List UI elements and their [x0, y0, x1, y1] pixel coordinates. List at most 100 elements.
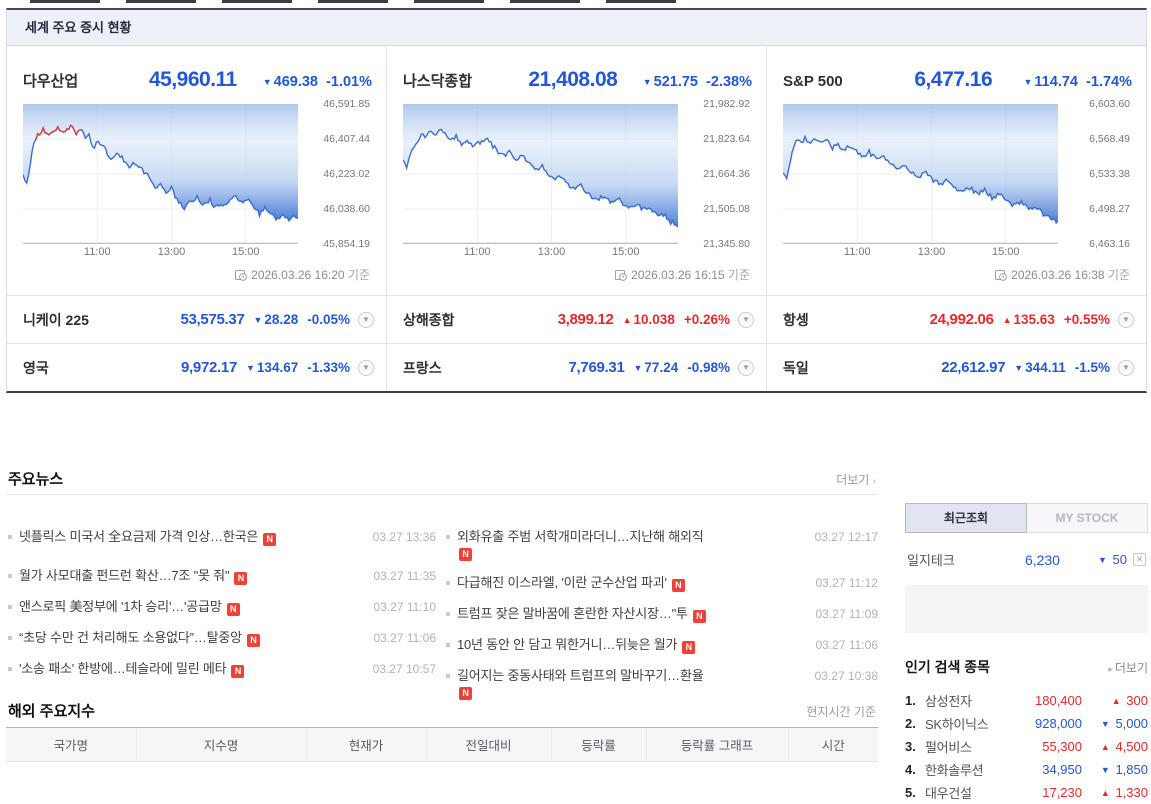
index-name: 영국: [23, 359, 49, 376]
news-column-right: 외화유출 주범 서학개미라더니…지난해 해외직 N 03.27 12:17 다급해…: [446, 528, 878, 713]
news-item[interactable]: '소송 패소' 한방에…테슬라에 밀린 메타 N 03.27 10:57: [8, 660, 436, 678]
index-panels: 다우산업 45,960.11 ▼ 469.38 -1.01% 11:00 13:00…: [7, 46, 1146, 295]
y-axis-tick-label: 6,603.60: [1089, 98, 1130, 110]
popular-stock-row: 2. SK하이닉스 928,000 ▼ 5,000: [905, 712, 1148, 735]
stock-price: 928,000: [1035, 716, 1082, 731]
news-item[interactable]: 외화유출 주범 서학개미라더니…지난해 해외직 N 03.27 12:17: [446, 528, 878, 561]
news-item-title: 다급해진 이스라엘, '이란 군수산업 파괴' N: [457, 574, 792, 592]
index-price: 9,972.17: [181, 359, 237, 376]
x-axis-tick-label: 15:00: [611, 246, 640, 258]
news-item-title: 10년 동안 안 담고 뭐한거니…뒤늦은 월가 N: [457, 636, 792, 654]
panel-nasdaq: 나스닥종합 21,408.08 ▼ 521.75 -2.38% 11:00 13:0…: [386, 46, 766, 295]
news-item-title: 넷플릭스 미국서 全요금제 가격 인상…한국은 N: [19, 528, 350, 546]
stock-change: ▼ 5,000: [1100, 716, 1148, 731]
stock-name-link[interactable]: 한화솔루션: [925, 763, 984, 778]
news-item[interactable]: 트럼프 잦은 말바꿈에 혼란한 자산시장…"투 N 03.27 11:09: [446, 605, 878, 623]
stock-change: ▲ 1,330: [1100, 785, 1148, 800]
news-item[interactable]: 넷플릭스 미국서 全요금제 가격 인상…한국은 N 03.27 13:36: [8, 528, 436, 546]
stock-change: ▲ 300: [1111, 693, 1148, 708]
index-change: ▼ 77.24: [633, 360, 679, 375]
chevron-down-icon[interactable]: ▼: [1118, 359, 1134, 376]
rank: 1.: [905, 693, 916, 708]
stock-name-link[interactable]: 삼성전자: [925, 694, 972, 709]
news-more-link[interactable]: 더보기 ›: [836, 473, 876, 487]
table-column-header: 전일대비: [425, 727, 551, 762]
table-column-header: 국가명: [6, 727, 136, 762]
index-name: 항셍: [783, 311, 809, 328]
new-badge-icon: N: [246, 634, 260, 647]
stock-name-link[interactable]: 펄어비스: [925, 740, 972, 755]
index-change-percent: -0.05%: [307, 312, 350, 327]
index-name: 다우산업: [23, 73, 79, 90]
index-price: 24,992.06: [929, 311, 994, 328]
chart-timestamp: 2026.03.26 16:15 기준: [403, 266, 752, 295]
news-item[interactable]: 앤스로픽 美정부에 '1차 승리'…'공급망 N 03.27 11:10: [8, 598, 436, 616]
world-markets-title: 세계 주요 증시 현황: [7, 10, 1146, 46]
chevron-down-icon[interactable]: ▼: [1118, 311, 1134, 328]
news-column-left: 넷플릭스 미국서 全요금제 가격 인상…한국은 N 03.27 13:36 월가 …: [8, 528, 436, 691]
up-arrow-icon: ▲: [1002, 315, 1012, 325]
index-row-cell: 영국 9,972.17 ▼ 134.67 -1.33% ▼: [7, 344, 386, 391]
new-badge-icon: N: [459, 687, 472, 700]
news-item-title: 앤스로픽 美정부에 '1차 승리'…'공급망 N: [19, 598, 350, 616]
chevron-down-icon[interactable]: ▼: [358, 311, 374, 328]
tab-recent-views[interactable]: 최근조회: [905, 503, 1027, 533]
news-item[interactable]: 월가 사모대출 펀드런 확산…7조 "못 줘" N 03.27 11:35: [8, 567, 436, 585]
down-arrow-icon: ▼: [642, 77, 652, 87]
world-markets-box: 세계 주요 증시 현황 다우산업 45,960.11 ▼ 469.38 -1.01…: [6, 8, 1147, 393]
y-axis-tick-label: 21,982.92: [703, 98, 750, 110]
new-badge-icon: N: [671, 579, 685, 592]
index-change: ▼ 28.28: [253, 312, 299, 327]
bullet-icon: [8, 535, 12, 539]
news-item-time: 03.27 11:35: [373, 569, 436, 583]
overseas-indices-table: 국가명 지수명 현재가 전일대비 등락률 등락률 그래프 시간: [6, 727, 878, 762]
index-chart: 11:00 13:00 15:00 21,982.92 21,823.64 21,664…: [403, 98, 752, 262]
stock-name-link[interactable]: 일지테크: [907, 553, 955, 568]
x-axis-tick-label: 11:00: [83, 246, 111, 258]
news-item-time: 03.27 11:12: [815, 576, 878, 590]
news-item[interactable]: 10년 동안 안 담고 뭐한거니…뒤늦은 월가 N 03.27 11:06: [446, 636, 878, 654]
news-item[interactable]: 길어지는 중동사태와 트럼프의 말바꾸기…환율 N 03.27 10:38: [446, 667, 878, 700]
y-axis-tick-label: 21,505.08: [703, 203, 750, 215]
down-arrow-icon: ▼: [246, 363, 255, 373]
popular-stock-row: 5. 대우건설 17,230 ▲ 1,330: [905, 781, 1148, 804]
tab-my-stock[interactable]: MY STOCK: [1027, 503, 1148, 533]
chart-timestamp: 2026.03.26 16:38 기준: [783, 266, 1132, 295]
x-axis-tick-label: 13:00: [917, 246, 946, 258]
news-item-time: 03.27 11:10: [373, 600, 436, 614]
table-column-header: 등락률: [550, 727, 646, 762]
close-icon[interactable]: ✕: [1133, 553, 1146, 566]
news-item-title: '소송 패소' 한방에…테슬라에 밀린 메타 N: [19, 660, 350, 678]
bullet-icon: [446, 581, 450, 585]
news-item-title: 트럼프 잦은 말바꿈에 혼란한 자산시장…"투 N: [457, 605, 792, 623]
stock-price: 180,400: [1035, 693, 1082, 708]
index-change-percent: -1.5%: [1074, 360, 1110, 375]
x-axis-tick-label: 13:00: [537, 246, 566, 258]
news-item-time: 03.27 10:38: [814, 669, 878, 683]
empty-panel: [905, 585, 1148, 633]
news-item-time: 03.27 11:06: [373, 631, 436, 645]
chevron-down-icon[interactable]: ▼: [738, 359, 754, 376]
chevron-down-icon[interactable]: ▼: [738, 311, 754, 328]
stock-name-link[interactable]: SK하이닉스: [925, 717, 989, 732]
y-axis-tick-label: 45,854.19: [323, 238, 370, 250]
popular-more-link[interactable]: ▸ 더보기: [1108, 661, 1148, 675]
index-price: 3,899.12: [557, 311, 614, 328]
news-item-title: 월가 사모대출 펀드런 확산…7조 "못 줘" N: [19, 567, 350, 585]
new-badge-icon: N: [459, 548, 472, 561]
bullet-icon: [446, 535, 450, 539]
news-item-title: 길어지는 중동사태와 트럼프의 말바꾸기…환율 N: [457, 668, 704, 700]
popular-stocks-list: 1. 삼성전자 180,400 ▲ 300 2. SK하이닉스 928,000 …: [905, 689, 1148, 804]
bullet-icon: [446, 674, 450, 678]
index-change: ▲ 10.038: [622, 312, 675, 327]
index-chart: 11:00 13:00 15:00 6,603.60 6,568.49 6,533.38…: [783, 98, 1132, 262]
index-chart: 11:00 13:00 15:00 46,591.85 46,407.44 46,223…: [23, 98, 372, 262]
news-item[interactable]: 다급해진 이스라엘, '이란 군수산업 파괴' N 03.27 11:12: [446, 574, 878, 592]
stock-price: 6,230: [1024, 551, 1060, 568]
y-axis-tick-label: 21,345.80: [703, 238, 750, 250]
news-item[interactable]: “초당 수만 건 처리해도 소용없다”…탈중앙 N 03.27 11:06: [8, 629, 436, 647]
chevron-down-icon[interactable]: ▼: [358, 359, 374, 376]
news-item-time: 03.27 11:06: [815, 638, 878, 652]
index-change: ▲ 135.63: [1002, 312, 1055, 327]
stock-name-link[interactable]: 대우건설: [925, 786, 972, 801]
